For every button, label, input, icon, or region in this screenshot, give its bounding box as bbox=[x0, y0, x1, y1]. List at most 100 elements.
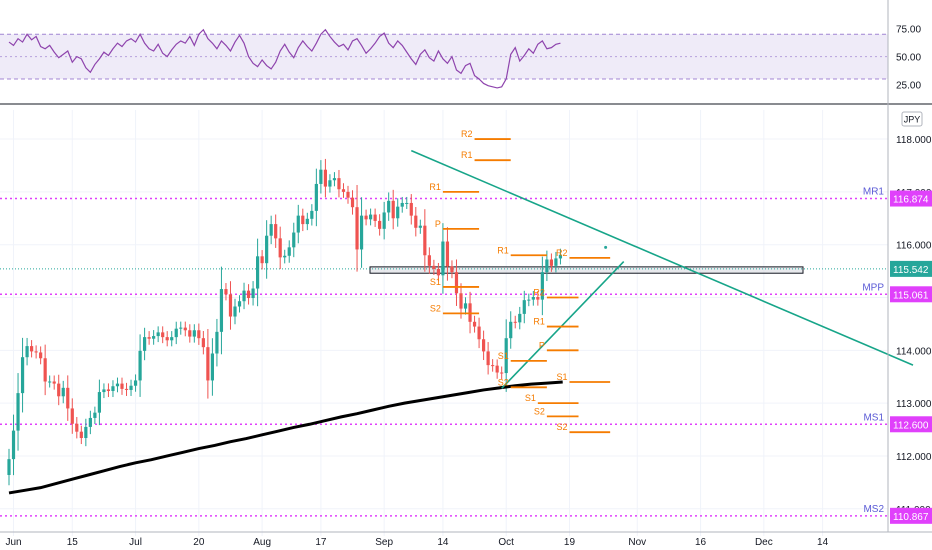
candle-body bbox=[283, 255, 287, 258]
price-tick-label: 112.000 bbox=[896, 452, 932, 463]
candles bbox=[7, 158, 563, 486]
trendline bbox=[410, 149, 914, 366]
candle-body bbox=[70, 408, 74, 424]
candle-body bbox=[75, 423, 79, 432]
candle-body bbox=[237, 301, 242, 307]
candle-body bbox=[156, 332, 160, 337]
time-tick-label: 19 bbox=[564, 537, 576, 548]
candle-body bbox=[378, 220, 382, 229]
candle-body bbox=[341, 189, 346, 192]
monthly-pivot-price-tag bbox=[890, 286, 932, 303]
candle-body bbox=[391, 200, 395, 219]
candle-body bbox=[215, 331, 219, 354]
pivot-level-label: S2 bbox=[556, 422, 567, 432]
candle-body bbox=[147, 337, 151, 339]
price-tick-label: 116.000 bbox=[896, 241, 932, 252]
pivot-level-label: S2 bbox=[430, 303, 441, 313]
monthly-pivot-price-tag bbox=[890, 190, 932, 207]
candle-body bbox=[61, 387, 65, 397]
moving-average-line bbox=[8, 380, 563, 495]
pivot-level-label: S1 bbox=[498, 351, 509, 361]
pivot-levels: R2 R1 R1 P R1 S1 S2 R2 R2 R1 P S1 S2 S1 S2 S1 S2 bbox=[429, 129, 611, 434]
candle-body bbox=[120, 383, 124, 389]
time-tick-label: 16 bbox=[695, 537, 707, 548]
candle-body bbox=[224, 289, 228, 295]
candle-body bbox=[192, 330, 196, 337]
monthly-pivot-label: MS1 bbox=[863, 412, 884, 423]
candle-body bbox=[396, 206, 400, 219]
candle-body bbox=[20, 357, 25, 394]
time-tick-label: 14 bbox=[817, 537, 829, 548]
candle-body bbox=[106, 389, 111, 392]
candle-body bbox=[48, 381, 52, 383]
candle-body bbox=[43, 358, 47, 382]
time-axis: Jun 15 Jul 20 Aug 17 Sep 14 Oct 19 Nov 16 Dec 14 bbox=[0, 531, 932, 548]
candle-body bbox=[305, 218, 309, 225]
candle-body bbox=[143, 337, 147, 351]
candle-body bbox=[84, 426, 88, 439]
candle-body bbox=[274, 224, 278, 239]
candle-body bbox=[197, 330, 201, 339]
candle-body bbox=[504, 338, 508, 374]
candle-body bbox=[260, 256, 264, 264]
candle-body bbox=[179, 327, 183, 329]
candle-body bbox=[292, 232, 296, 248]
candle-body bbox=[115, 383, 120, 387]
candle-body bbox=[124, 388, 129, 390]
time-tick-label: 20 bbox=[193, 537, 205, 548]
pivot-level-label: R2 bbox=[461, 129, 473, 139]
time-tick-label: Nov bbox=[628, 537, 646, 548]
candle-body bbox=[554, 258, 558, 266]
monthly-pivot-price-text: 112.600 bbox=[893, 420, 929, 431]
candle-body bbox=[323, 169, 327, 187]
pivot-level-label: R2 bbox=[533, 288, 545, 298]
candle-body bbox=[170, 337, 174, 341]
candle-body bbox=[482, 339, 486, 352]
currency-badge-box bbox=[901, 111, 923, 127]
candle-body bbox=[30, 346, 34, 352]
candle-body bbox=[387, 200, 391, 213]
candle-body bbox=[133, 380, 138, 386]
candle-body bbox=[472, 321, 477, 327]
candle-body bbox=[246, 290, 251, 299]
candle-body bbox=[251, 288, 255, 299]
candle-body bbox=[129, 385, 133, 390]
candle-body bbox=[454, 272, 459, 294]
candle-body bbox=[206, 347, 210, 381]
price-axis[interactable]: 75.0050.0025.00118.000117.000116.000115.… bbox=[862, 0, 932, 532]
candle-body bbox=[25, 346, 29, 358]
price-tick-label: 118.000 bbox=[896, 135, 932, 146]
time-tick-label: 17 bbox=[315, 537, 327, 548]
candle-body bbox=[269, 224, 273, 236]
rsi-panel bbox=[0, 28, 888, 89]
candle-body bbox=[7, 459, 11, 475]
candle-body bbox=[57, 383, 61, 397]
time-tick-label: 15 bbox=[67, 537, 79, 548]
monthly-pivot-label: MPP bbox=[862, 282, 884, 293]
candle-body bbox=[210, 353, 214, 381]
candle-body bbox=[558, 254, 563, 259]
candle-body bbox=[450, 266, 454, 273]
candle-body bbox=[188, 330, 192, 337]
candle-body bbox=[400, 202, 404, 207]
candle-body bbox=[382, 212, 386, 229]
pivot-level-label: P bbox=[435, 219, 441, 229]
candle-body bbox=[152, 336, 156, 339]
candle-body bbox=[201, 338, 205, 348]
candle-body bbox=[500, 372, 504, 374]
candle-body bbox=[138, 350, 142, 381]
monthly-pivot-price-text: 116.874 bbox=[893, 195, 929, 206]
candle-body bbox=[545, 259, 549, 273]
candle-body bbox=[34, 351, 38, 353]
candle-body bbox=[463, 303, 468, 309]
candle-body bbox=[486, 351, 490, 366]
candle-body bbox=[445, 241, 450, 267]
pivot-level-label: S1 bbox=[430, 277, 441, 287]
candle-body bbox=[88, 417, 92, 427]
time-tick-label: Dec bbox=[755, 537, 773, 548]
candle-body bbox=[66, 387, 70, 409]
candle-body bbox=[328, 180, 332, 187]
candle-body bbox=[174, 328, 178, 338]
pivot-level-label: S1 bbox=[525, 393, 536, 403]
rsi-line bbox=[8, 28, 561, 89]
